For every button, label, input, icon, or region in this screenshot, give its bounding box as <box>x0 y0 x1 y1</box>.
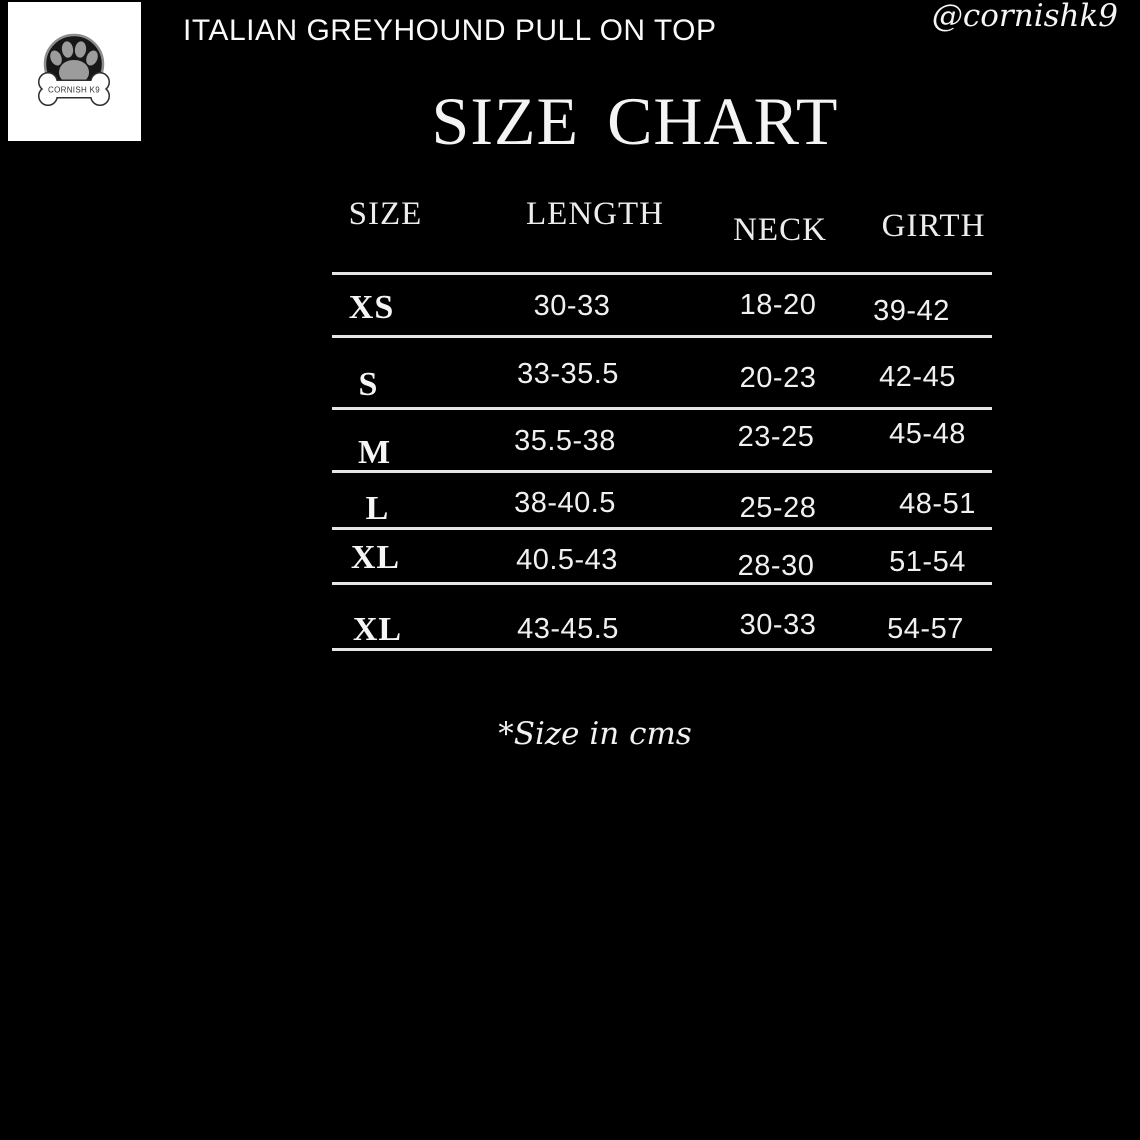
table-row: XS 30-33 18-20 39-42 <box>332 275 992 338</box>
table-row: L 38-40.5 25-28 48-51 <box>332 473 992 530</box>
girth-cell: 48-51 <box>899 487 976 520</box>
size-cell: XL <box>352 610 403 648</box>
table-header-row: SIZE LENGTH NECK GIRTH <box>332 190 992 272</box>
length-cell: 43-45.5 <box>517 613 619 645</box>
neck-cell: 25-28 <box>739 491 817 524</box>
length-cell: 38-40.5 <box>514 486 616 519</box>
length-cell: 33-35.5 <box>517 358 619 390</box>
length-cell: 40.5-43 <box>516 543 618 576</box>
product-title: ITALIAN GREYHOUND PULL ON TOP <box>183 14 717 47</box>
girth-cell: 42-45 <box>879 361 956 393</box>
column-header-girth: GIRTH <box>881 208 986 244</box>
girth-cell: 54-57 <box>887 613 964 645</box>
paw-bone-logo-icon: CORNISH K9 <box>38 33 110 106</box>
brand-name-label: CORNISH K9 <box>48 86 100 95</box>
length-cell: 35.5-38 <box>514 424 616 457</box>
social-handle: @cornishk9 <box>931 0 1118 34</box>
size-cell: L <box>365 490 390 527</box>
neck-cell: 20-23 <box>739 362 817 394</box>
girth-cell: 51-54 <box>889 545 966 578</box>
size-cell: XS <box>348 289 395 326</box>
bone-icon: CORNISH K9 <box>38 72 110 106</box>
girth-cell: 39-42 <box>873 294 950 327</box>
table-row: M 35.5-38 23-25 45-48 <box>332 410 992 473</box>
size-table: XS 30-33 18-20 39-42 S 33-35.5 20-23 42-… <box>332 272 992 651</box>
neck-cell: 18-20 <box>739 288 817 321</box>
column-header-size: SIZE <box>348 196 423 232</box>
table-row: XL 40.5-43 28-30 51-54 <box>332 530 992 585</box>
page-title: SIZE CHART <box>431 83 839 159</box>
neck-cell: 30-33 <box>739 609 817 641</box>
size-cell: S <box>358 365 379 403</box>
neck-cell: 28-30 <box>737 549 815 582</box>
neck-cell: 23-25 <box>737 420 815 453</box>
size-cell: XL <box>350 539 401 576</box>
paw-icon <box>50 41 98 84</box>
brand-logo: CORNISH K9 <box>8 2 141 141</box>
girth-cell: 45-48 <box>889 417 966 450</box>
units-footnote: *Size in cms <box>498 716 692 752</box>
table-row: XL 43-45.5 30-33 54-57 <box>332 585 992 651</box>
table-row: S 33-35.5 20-23 42-45 <box>332 338 992 410</box>
length-cell: 30-33 <box>533 289 611 322</box>
column-header-neck: NECK <box>733 212 827 248</box>
size-cell: M <box>357 434 392 471</box>
column-header-length: LENGTH <box>526 196 664 232</box>
